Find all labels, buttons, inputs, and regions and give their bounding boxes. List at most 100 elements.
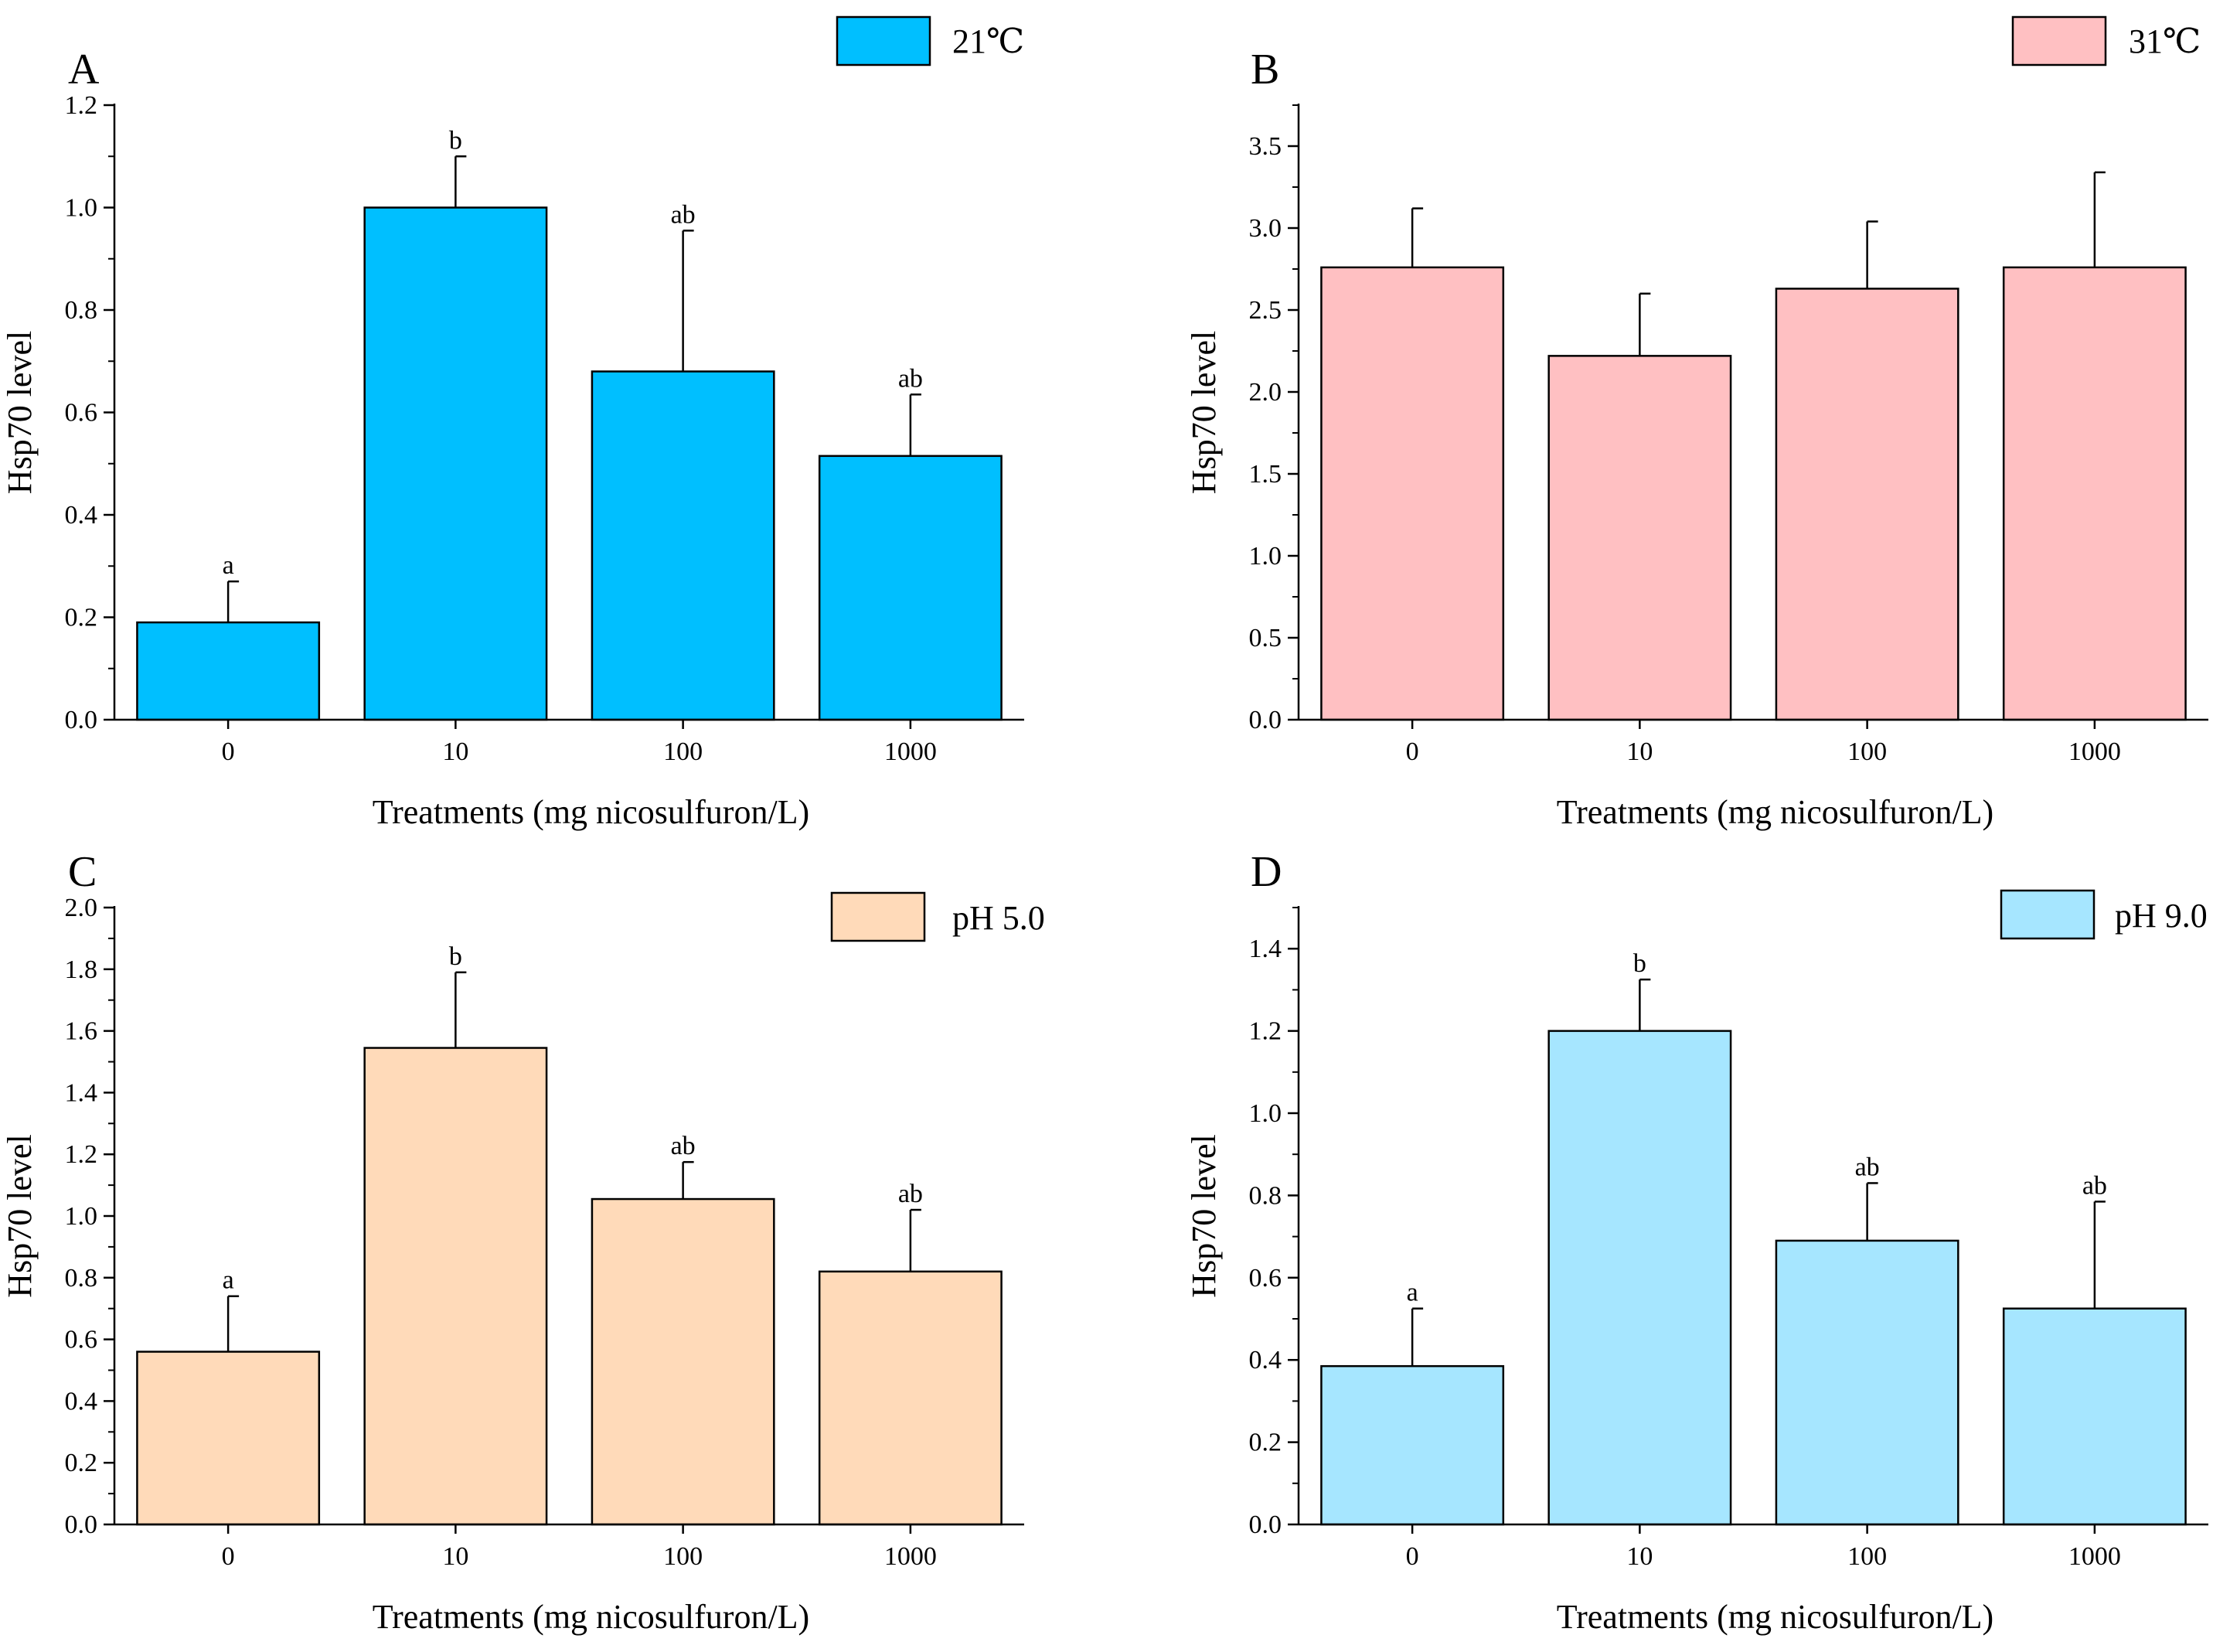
y-tick-label-0.4: 0.4: [65, 501, 98, 530]
legend-swatch: [830, 891, 926, 942]
x-tick-label-100: 100: [663, 737, 703, 766]
y-tick-label-2.5: 2.5: [1249, 296, 1282, 325]
x-tick-label-10: 10: [442, 737, 468, 766]
significance-label-0: a: [223, 551, 234, 580]
x-axis-title: Treatments (mg nicosulfuron/L): [1557, 793, 1993, 831]
x-tick-label-1000: 1000: [884, 737, 937, 766]
y-axis-title: Hsp70 level: [1, 1134, 39, 1297]
y-tick-label-1.5: 1.5: [1249, 460, 1282, 489]
y-tick-label-1.0: 1.0: [1249, 1099, 1282, 1128]
x-tick-label-1000: 1000: [884, 1542, 937, 1571]
legend-label: pH 9.0: [2115, 897, 2208, 935]
bar-100: [1775, 288, 1959, 721]
y-tick-label-1.4: 1.4: [1249, 935, 1282, 963]
significance-label-100: ab: [1855, 1153, 1880, 1181]
y-axis-title: Hsp70 level: [1185, 331, 1223, 494]
panel-letter: D: [1251, 848, 1282, 896]
y-tick-label-0.8: 0.8: [1249, 1181, 1282, 1210]
x-tick-label-0: 0: [222, 737, 235, 766]
y-tick-label-2.0: 2.0: [65, 894, 98, 922]
y-tick-label-0.8: 0.8: [65, 1264, 98, 1293]
y-tick-label-0.5: 0.5: [1249, 624, 1282, 652]
chart-panel-d: a 0 b 10 ab 100 ab 1000 0.0 0.2 0.4 0.6 0.8 1.0 1.2 1.4…: [1185, 848, 2208, 1636]
bar-1000: [2002, 1307, 2187, 1526]
significance-label-1000: ab: [898, 364, 923, 393]
x-tick-label-0: 0: [1406, 737, 1419, 766]
legend-label: 21℃: [952, 22, 1024, 60]
x-tick-label-1000: 1000: [2068, 1542, 2121, 1571]
y-tick-label-2.0: 2.0: [1249, 378, 1282, 407]
significance-label-0: a: [223, 1266, 234, 1295]
y-tick-label-1.0: 1.0: [65, 194, 98, 223]
y-tick-label-1.6: 1.6: [65, 1017, 98, 1046]
bar-1000: [818, 455, 1003, 721]
x-tick-label-0: 0: [1406, 1542, 1419, 1571]
bar-0: [136, 1351, 321, 1526]
y-tick-label-0.6: 0.6: [65, 399, 98, 427]
significance-label-10: b: [1633, 949, 1646, 978]
y-tick-label-1.2: 1.2: [65, 91, 98, 120]
panel-letter: B: [1251, 46, 1279, 94]
y-axis-title: Hsp70 level: [1185, 1134, 1223, 1297]
significance-label-10: b: [449, 126, 462, 155]
bar-10: [1547, 1030, 1732, 1526]
bar-1000: [818, 1270, 1003, 1526]
significance-label-10: b: [449, 942, 462, 971]
panel-letter: A: [68, 46, 100, 94]
x-tick-label-10: 10: [442, 1542, 468, 1571]
x-axis-title: Treatments (mg nicosulfuron/L): [373, 1598, 809, 1636]
y-tick-label-1.0: 1.0: [65, 1202, 98, 1231]
x-tick-label-1000: 1000: [2068, 737, 2121, 766]
y-tick-label-3.5: 3.5: [1249, 132, 1282, 161]
x-tick-label-100: 100: [663, 1542, 703, 1571]
y-tick-label-0.8: 0.8: [65, 296, 98, 325]
bar-0: [1320, 1364, 1505, 1526]
x-axis-title: Treatments (mg nicosulfuron/L): [1557, 1598, 1993, 1636]
bar-100: [591, 370, 775, 721]
y-tick-label-0.2: 0.2: [1249, 1429, 1282, 1457]
y-tick-label-0.2: 0.2: [65, 604, 98, 632]
significance-label-1000: ab: [2082, 1171, 2107, 1200]
x-tick-label-10: 10: [1626, 1542, 1653, 1571]
y-tick-label-0.6: 0.6: [65, 1326, 98, 1354]
chart-panel-b: 0 10 100 1000 0.0 0.5 1.0 1.5 2.0 2.5 3.0 3.5 Treatm…: [1185, 15, 2208, 831]
y-tick-label-0.4: 0.4: [65, 1387, 98, 1415]
y-tick-label-1.2: 1.2: [65, 1140, 98, 1169]
y-tick-label-3.0: 3.0: [1249, 214, 1282, 243]
legend-label: 31℃: [2129, 22, 2201, 60]
y-tick-label-1.4: 1.4: [65, 1078, 98, 1107]
x-axis-title: Treatments (mg nicosulfuron/L): [373, 793, 809, 831]
bar-10: [363, 206, 548, 721]
legend-label: pH 5.0: [952, 899, 1045, 937]
significance-label-0: a: [1407, 1279, 1418, 1307]
bar-10: [363, 1047, 548, 1526]
significance-label-1000: ab: [898, 1180, 923, 1208]
x-tick-label-10: 10: [1626, 737, 1653, 766]
legend-swatch: [2011, 15, 2107, 66]
y-tick-label-0.0: 0.0: [1249, 706, 1282, 734]
y-axis-title: Hsp70 level: [1, 331, 39, 494]
y-tick-label-1.8: 1.8: [65, 955, 98, 984]
significance-label-100: ab: [671, 200, 696, 229]
chart-panel-a: a 0 b 10 ab 100 ab 1000 0.0 0.2 0.4 0.6 0.8 1.0 1.2 Tre…: [1, 15, 1024, 831]
bar-10: [1547, 355, 1732, 721]
x-tick-label-100: 100: [1847, 737, 1887, 766]
y-tick-label-0.0: 0.0: [1249, 1511, 1282, 1539]
significance-label-100: ab: [671, 1132, 696, 1160]
bar-100: [591, 1197, 775, 1526]
bar-0: [1320, 266, 1505, 721]
y-tick-label-1.2: 1.2: [1249, 1017, 1282, 1046]
y-tick-label-0.2: 0.2: [65, 1449, 98, 1477]
bar-0: [136, 621, 321, 721]
legend-swatch: [2000, 889, 2096, 940]
x-tick-label-100: 100: [1847, 1542, 1887, 1571]
y-tick-label-0.0: 0.0: [65, 1511, 98, 1539]
legend-swatch: [836, 15, 931, 66]
panel-letter: C: [68, 848, 97, 896]
y-tick-label-0.6: 0.6: [1249, 1264, 1282, 1293]
y-tick-label-0.4: 0.4: [1249, 1346, 1282, 1374]
y-tick-label-0.0: 0.0: [65, 706, 98, 734]
x-tick-label-0: 0: [222, 1542, 235, 1571]
bar-1000: [2002, 266, 2187, 721]
